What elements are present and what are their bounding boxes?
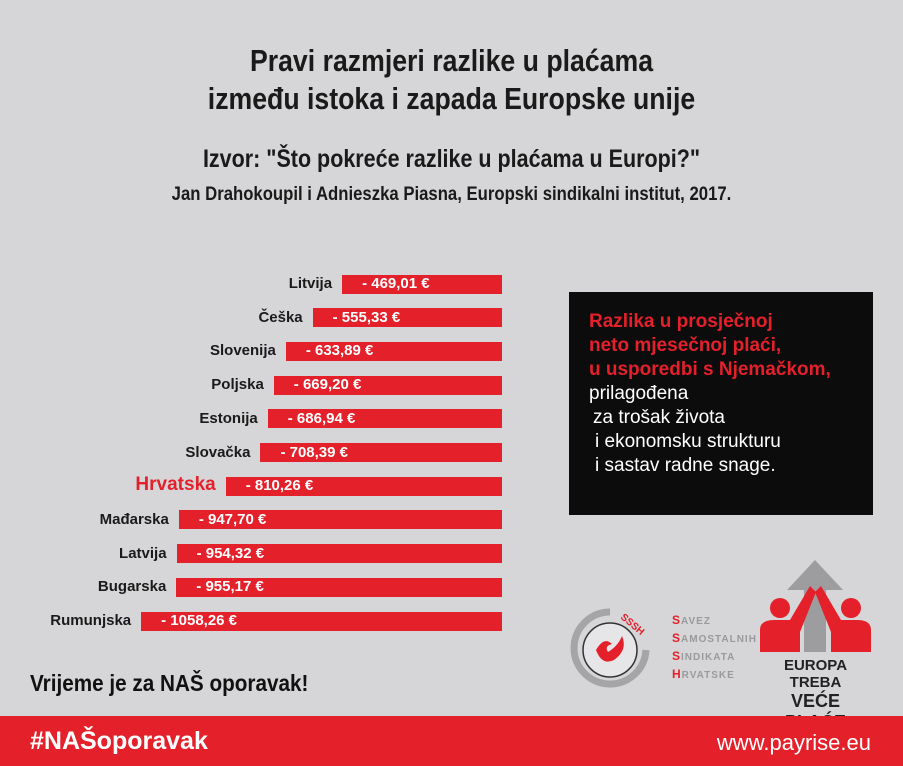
data-label: - 669,20 €: [293, 376, 362, 394]
slogan: Vrijeme je za NAŠ oporavak!: [30, 670, 309, 696]
bar-2: [285, 341, 502, 361]
category-label: Hrvatska: [135, 474, 216, 496]
sssh-name-line: SINDIKATA: [672, 649, 736, 663]
hashtag: #NAŠoporavak: [30, 727, 208, 755]
bar-10: [141, 611, 502, 631]
raised-hands-arrow-icon: [760, 560, 871, 652]
bar-8: [176, 544, 502, 564]
bar-1: [312, 308, 502, 328]
category-label: Poljska: [211, 376, 264, 394]
data-label: - 947,70 €: [198, 510, 267, 528]
campaign-line-1: EUROPA TREBA: [783, 657, 848, 691]
sssh-logo: SSSH: [570, 600, 650, 695]
sssh-emblem-icon: SSSH: [570, 608, 650, 688]
category-label: Latvija: [119, 544, 167, 562]
footer-band: [0, 716, 903, 766]
bar-9: [176, 577, 502, 597]
infobox-white-line: za trošak života: [593, 407, 725, 428]
category-label: Mađarska: [99, 510, 169, 528]
title-line-1: Pravi razmjeri razlike u plaćama: [249, 43, 654, 78]
source-title: Izvor: "Što pokreće razlike u plaćama u …: [202, 145, 701, 173]
sssh-name-line: HRVATSKE: [672, 667, 735, 681]
sssh-name-line: SAMOSTALNIH: [672, 631, 757, 645]
infobox-white-line: prilagođena: [589, 383, 689, 404]
category-label: Litvija: [288, 275, 333, 292]
bar-4: [267, 409, 502, 429]
data-label: - 810,26 €: [245, 477, 314, 495]
title-line-2: između istoka i zapada Europske unije: [207, 81, 696, 116]
info-box: Razlika u prosječnoj neto mjesečnoj plaći…: [569, 292, 873, 515]
bar-7: [178, 510, 502, 530]
campaign-logo: EUROPA TREBA VEĆE PLAĆE: [758, 560, 873, 733]
sssh-name-line: SAVEZ: [672, 613, 711, 627]
infobox-white-line: i sastav radne snage.: [595, 455, 776, 476]
infobox-white-line: i ekonomsku strukturu: [595, 431, 781, 452]
source-authors: Jan Drahokoupil i Adnieszka Piasna, Euro…: [171, 184, 732, 205]
infobox-red-line: neto mjesečnoj plaći,: [589, 335, 782, 356]
category-label: Slovenija: [209, 342, 276, 360]
website-link[interactable]: www.payrise.eu: [716, 730, 871, 755]
bar-5: [260, 443, 502, 462]
data-label: - 954,32 €: [196, 544, 265, 562]
data-label: - 1058,26 €: [161, 612, 238, 629]
data-label: - 708,39 €: [280, 443, 348, 461]
page-title: Pravi razmjeri razlike u plaćama između …: [63, 42, 840, 118]
data-label: - 633,89 €: [305, 342, 374, 360]
category-label: Slovačka: [185, 443, 251, 461]
sssh-name: SAVEZ SAMOSTALNIH SINDIKATA HRVATSKE: [672, 612, 757, 684]
infobox-red-line: u usporedbi s Njemačkom,: [589, 359, 831, 380]
infobox-red-line: Razlika u prosječnoj: [589, 311, 773, 332]
data-label: - 469,01 €: [362, 275, 430, 292]
category-label: Estonija: [199, 409, 258, 427]
bar-6: [225, 476, 502, 496]
bar-3: [273, 375, 502, 395]
data-label: - 686,94 €: [287, 409, 356, 427]
category-label: Bugarska: [97, 578, 167, 596]
data-label: - 955,17 €: [196, 578, 264, 596]
category-label: Rumunjska: [50, 612, 132, 629]
data-label: - 555,33 €: [332, 308, 401, 326]
category-label: Češka: [258, 308, 303, 326]
bar-0: [342, 274, 502, 294]
